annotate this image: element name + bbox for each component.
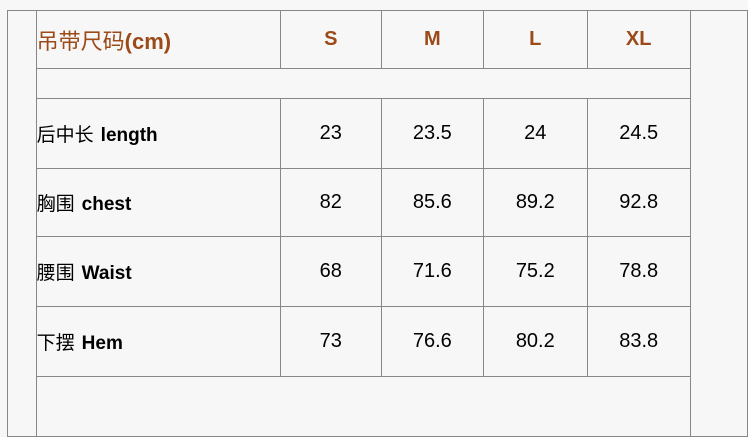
row-label-en: Waist — [81, 263, 132, 284]
size-chart-image: 吊带尺码(cm) S M L XL 后中长 length 23 23.5 24 2… — [7, 10, 748, 437]
row-label-cell: 胸围 chest — [35, 168, 281, 237]
size-value-cell: 80.2 — [482, 306, 588, 377]
table-row-waist: 腰围 Waist 68 71.6 75.2 78.8 — [8, 236, 748, 307]
row-label-zh: 胸围 — [36, 193, 75, 215]
size-value-cell: 71.6 — [380, 236, 484, 307]
size-col-header-l: L — [482, 10, 588, 69]
spacer-row — [8, 68, 748, 99]
size-value-cell: 24 — [482, 98, 588, 169]
size-value-cell: 92.8 — [586, 168, 691, 237]
size-value-cell: 23.5 — [380, 98, 484, 169]
size-col-header-s: S — [279, 10, 382, 69]
table-title-cell: 吊带尺码(cm) — [35, 10, 281, 69]
size-value-cell: 23 — [279, 98, 382, 169]
bottom-spacer-row-cell — [35, 376, 691, 437]
size-value-cell: 24.5 — [586, 98, 691, 169]
size-value-cell: 83.8 — [586, 306, 691, 377]
row-label-en: chest — [81, 194, 132, 215]
size-col-header-xl: XL — [586, 10, 691, 69]
size-value-cell: 89.2 — [482, 168, 588, 237]
spacer-row-cell — [35, 68, 691, 99]
size-value-cell: 78.8 — [586, 236, 691, 307]
table-row-hem: 下摆 Hem 73 76.6 80.2 83.8 — [8, 306, 748, 377]
size-value-cell: 82 — [279, 168, 382, 237]
row-label-cell: 下摆 Hem — [35, 306, 281, 377]
left-margin-cell — [7, 10, 37, 437]
size-value-cell: 68 — [279, 236, 382, 307]
row-label-zh: 下摆 — [36, 332, 75, 354]
header-row: 吊带尺码(cm) S M L XL — [7, 10, 748, 437]
size-chart-table: 吊带尺码(cm) S M L XL 后中长 length 23 23.5 24 2… — [7, 10, 748, 437]
row-label-cell: 后中长 length — [35, 98, 281, 169]
table-row-length: 后中长 length 23 23.5 24 24.5 — [8, 98, 748, 169]
row-label-en: length — [100, 125, 158, 146]
size-col-header-m: M — [380, 10, 484, 69]
size-value-cell: 85.6 — [380, 168, 484, 237]
size-value-cell: 75.2 — [482, 236, 588, 307]
bottom-spacer-row — [8, 376, 748, 437]
table-row-chest: 胸围 chest 82 85.6 89.2 92.8 — [8, 168, 748, 237]
table-title-unit: (cm) — [124, 28, 172, 54]
row-label-zh: 后中长 — [36, 124, 94, 146]
right-margin-cell — [689, 10, 748, 437]
size-value-cell: 73 — [279, 306, 382, 377]
row-label-en: Hem — [81, 333, 123, 354]
size-value-cell: 76.6 — [380, 306, 484, 377]
table-title-zh: 吊带尺码 — [36, 29, 125, 55]
row-label-zh: 腰围 — [36, 262, 75, 284]
row-label-cell: 腰围 Waist — [35, 236, 281, 307]
